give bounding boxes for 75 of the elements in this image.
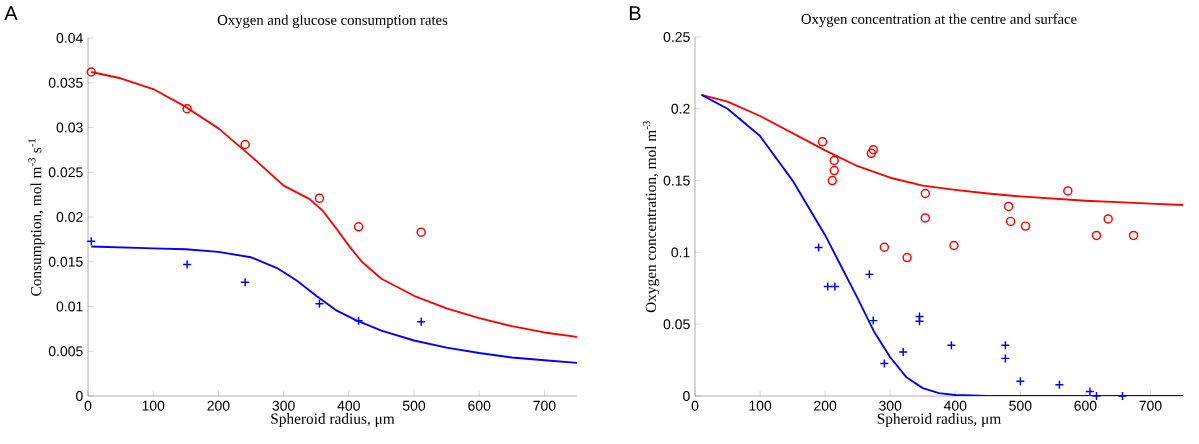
text: B xyxy=(629,6,641,21)
y-tick-label: 0.1 xyxy=(671,247,690,258)
point xyxy=(86,67,97,77)
y-tick-label: 0.04 xyxy=(56,33,83,43)
y-axis-title: Consumption, mol m$^{-3}$ s$^{-1}$ xyxy=(28,138,45,296)
point xyxy=(1063,186,1073,196)
y-tick-label: 0.2 xyxy=(671,103,690,114)
point xyxy=(914,316,925,326)
point xyxy=(416,227,426,237)
point xyxy=(240,277,250,288)
point xyxy=(866,148,877,159)
point xyxy=(829,165,839,176)
point xyxy=(829,155,839,166)
point xyxy=(902,252,912,263)
y-tick-label: 0.03 xyxy=(56,122,83,133)
point xyxy=(314,299,325,309)
x-tick-label: 500 xyxy=(1009,400,1032,411)
point xyxy=(1128,230,1139,241)
y-tick-label: 0.035 xyxy=(48,77,83,88)
y-tick-label: 0.005 xyxy=(48,346,83,357)
point xyxy=(416,316,426,327)
point xyxy=(868,144,879,155)
x-tick-label: 300 xyxy=(272,400,295,411)
point xyxy=(1091,230,1102,241)
x-tick-label: 400 xyxy=(943,400,967,411)
x-tick-label: 600 xyxy=(468,400,491,411)
y-tick-label: 0.015 xyxy=(48,256,83,267)
point xyxy=(817,137,828,147)
point xyxy=(1103,214,1113,224)
y-tick-label: 0.02 xyxy=(56,212,83,222)
y-tick-label: 0.15 xyxy=(663,175,690,186)
x-tick-label: 700 xyxy=(1139,400,1162,411)
y-tick-label: 0.025 xyxy=(48,167,83,178)
point xyxy=(1015,376,1026,386)
point xyxy=(830,281,840,292)
point xyxy=(879,242,890,252)
point xyxy=(1003,201,1014,212)
point xyxy=(949,240,959,251)
point xyxy=(827,175,838,186)
point xyxy=(1005,216,1016,227)
point xyxy=(314,193,325,203)
point xyxy=(240,139,250,150)
point xyxy=(353,316,364,326)
x-tick-label: 100 xyxy=(142,400,165,411)
text: A xyxy=(4,6,18,21)
x-tick-label: 400 xyxy=(337,400,360,411)
y-tick-label: 0 xyxy=(683,391,690,401)
point xyxy=(920,188,931,199)
x-tick-label: 100 xyxy=(749,400,772,411)
y-tick-label: 0 xyxy=(76,391,83,401)
point xyxy=(182,103,192,114)
x-axis-title: Spheroid radius, μm xyxy=(877,413,1002,428)
y-axis-title: Oxygen concentration, mol m$^{-3}$ xyxy=(643,121,660,313)
chart-title: Oxygen concentration at the centre and surface xyxy=(801,13,1077,27)
x-tick-label: 500 xyxy=(402,400,426,411)
x-tick-label: 200 xyxy=(814,400,837,411)
y-tick-label: 0.05 xyxy=(663,319,690,330)
y-tick-label: 0.25 xyxy=(663,32,690,42)
x-tick-label: 0 xyxy=(84,400,92,411)
point xyxy=(182,259,192,270)
point xyxy=(353,222,364,232)
point xyxy=(920,213,931,223)
line-series xyxy=(90,71,578,338)
x-tick-label: 200 xyxy=(207,400,230,411)
point xyxy=(898,347,908,357)
line-series xyxy=(700,93,1183,396)
y-tick-label: 0.01 xyxy=(56,301,83,312)
x-tick-label: 0 xyxy=(691,400,699,411)
point xyxy=(1117,391,1128,401)
x-axis-title: Spheroid radius, μm xyxy=(271,413,395,428)
x-tick-label: 700 xyxy=(533,400,556,411)
chart-title: Oxygen and glucose consumption rates xyxy=(217,14,448,28)
x-tick-label: 300 xyxy=(879,400,902,411)
point xyxy=(1020,221,1031,231)
x-tick-label: 600 xyxy=(1074,400,1097,411)
